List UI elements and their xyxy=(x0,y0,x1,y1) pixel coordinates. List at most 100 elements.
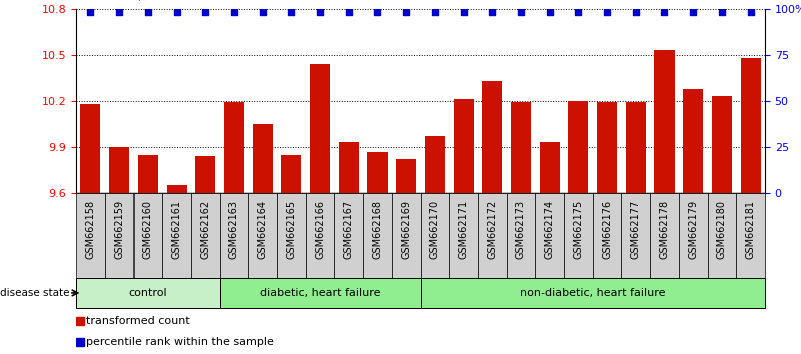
Bar xyxy=(540,142,560,193)
Text: GSM662174: GSM662174 xyxy=(545,200,554,259)
Bar xyxy=(134,193,162,278)
Text: transformed count: transformed count xyxy=(87,316,190,326)
Bar xyxy=(392,193,421,278)
Text: GSM662158: GSM662158 xyxy=(86,200,95,259)
Bar xyxy=(105,193,134,278)
Bar xyxy=(80,104,100,193)
Bar xyxy=(650,193,678,278)
Point xyxy=(514,9,527,15)
Text: diabetic, heart failure: diabetic, heart failure xyxy=(260,288,380,298)
Bar xyxy=(421,193,449,278)
Point xyxy=(314,9,327,15)
Point xyxy=(457,9,470,15)
Bar xyxy=(421,278,765,308)
Point xyxy=(601,9,614,15)
Bar xyxy=(248,193,277,278)
Bar xyxy=(478,193,506,278)
Bar xyxy=(622,193,650,278)
Text: GSM662177: GSM662177 xyxy=(631,200,641,259)
Point xyxy=(572,9,585,15)
Text: GSM662181: GSM662181 xyxy=(746,200,755,259)
Bar xyxy=(219,278,421,308)
Text: GSM662163: GSM662163 xyxy=(229,200,239,259)
Bar xyxy=(712,96,732,193)
Point xyxy=(686,9,699,15)
Point xyxy=(429,9,441,15)
Bar xyxy=(741,58,761,193)
Text: GSM662159: GSM662159 xyxy=(115,200,124,259)
Point xyxy=(256,9,269,15)
Point xyxy=(630,9,642,15)
Text: GSM662173: GSM662173 xyxy=(516,200,526,259)
Point xyxy=(142,9,155,15)
Bar xyxy=(654,50,674,193)
Text: GSM662161: GSM662161 xyxy=(171,200,182,259)
Text: GSM662172: GSM662172 xyxy=(487,200,497,259)
Bar xyxy=(76,278,219,308)
Text: GSM662169: GSM662169 xyxy=(401,200,411,259)
Bar xyxy=(167,185,187,193)
Bar xyxy=(109,147,129,193)
Bar xyxy=(363,193,392,278)
Point xyxy=(227,9,240,15)
Bar xyxy=(597,102,617,193)
Bar xyxy=(736,193,765,278)
Bar xyxy=(449,193,478,278)
Bar xyxy=(195,156,215,193)
Point xyxy=(543,9,556,15)
Point xyxy=(715,9,728,15)
Bar xyxy=(191,193,219,278)
Text: non-diabetic, heart failure: non-diabetic, heart failure xyxy=(520,288,666,298)
Bar xyxy=(535,193,564,278)
Text: GSM662171: GSM662171 xyxy=(459,200,469,259)
Bar xyxy=(564,193,593,278)
Point xyxy=(400,9,413,15)
Text: GSM662180: GSM662180 xyxy=(717,200,727,259)
Text: GSM662165: GSM662165 xyxy=(287,200,296,259)
Bar xyxy=(506,193,535,278)
Point xyxy=(84,9,97,15)
Text: disease state: disease state xyxy=(0,288,70,298)
Text: GSM662167: GSM662167 xyxy=(344,200,354,259)
Point xyxy=(658,9,671,15)
Bar xyxy=(76,193,105,278)
Point xyxy=(113,9,126,15)
Bar xyxy=(306,193,334,278)
Bar xyxy=(511,102,531,193)
Point xyxy=(199,9,211,15)
Bar xyxy=(219,193,248,278)
Bar xyxy=(626,102,646,193)
Text: control: control xyxy=(128,288,167,298)
Point xyxy=(285,9,298,15)
Bar xyxy=(162,193,191,278)
Bar xyxy=(339,142,359,193)
Bar xyxy=(335,193,363,278)
Text: GSM662178: GSM662178 xyxy=(659,200,670,259)
Bar xyxy=(138,155,158,193)
Bar xyxy=(277,193,306,278)
Bar xyxy=(396,159,417,193)
Bar xyxy=(707,193,736,278)
Text: GSM662162: GSM662162 xyxy=(200,200,210,259)
Bar xyxy=(368,152,388,193)
Text: GSM662164: GSM662164 xyxy=(258,200,268,259)
Bar xyxy=(310,64,330,193)
Point xyxy=(371,9,384,15)
Text: GSM662175: GSM662175 xyxy=(574,200,583,259)
Point xyxy=(744,9,757,15)
Point xyxy=(342,9,355,15)
Text: GSM662166: GSM662166 xyxy=(315,200,325,259)
Text: GSM662160: GSM662160 xyxy=(143,200,153,259)
Bar xyxy=(224,102,244,193)
Text: GSM662170: GSM662170 xyxy=(430,200,440,259)
Bar xyxy=(683,88,703,193)
Text: GDS4314 / 7907104: GDS4314 / 7907104 xyxy=(76,0,203,1)
Point xyxy=(170,9,183,15)
Bar xyxy=(569,101,589,193)
Bar xyxy=(425,136,445,193)
Text: GSM662168: GSM662168 xyxy=(372,200,382,259)
Bar xyxy=(453,99,473,193)
Bar xyxy=(482,81,502,193)
Bar xyxy=(281,155,301,193)
Bar xyxy=(678,193,707,278)
